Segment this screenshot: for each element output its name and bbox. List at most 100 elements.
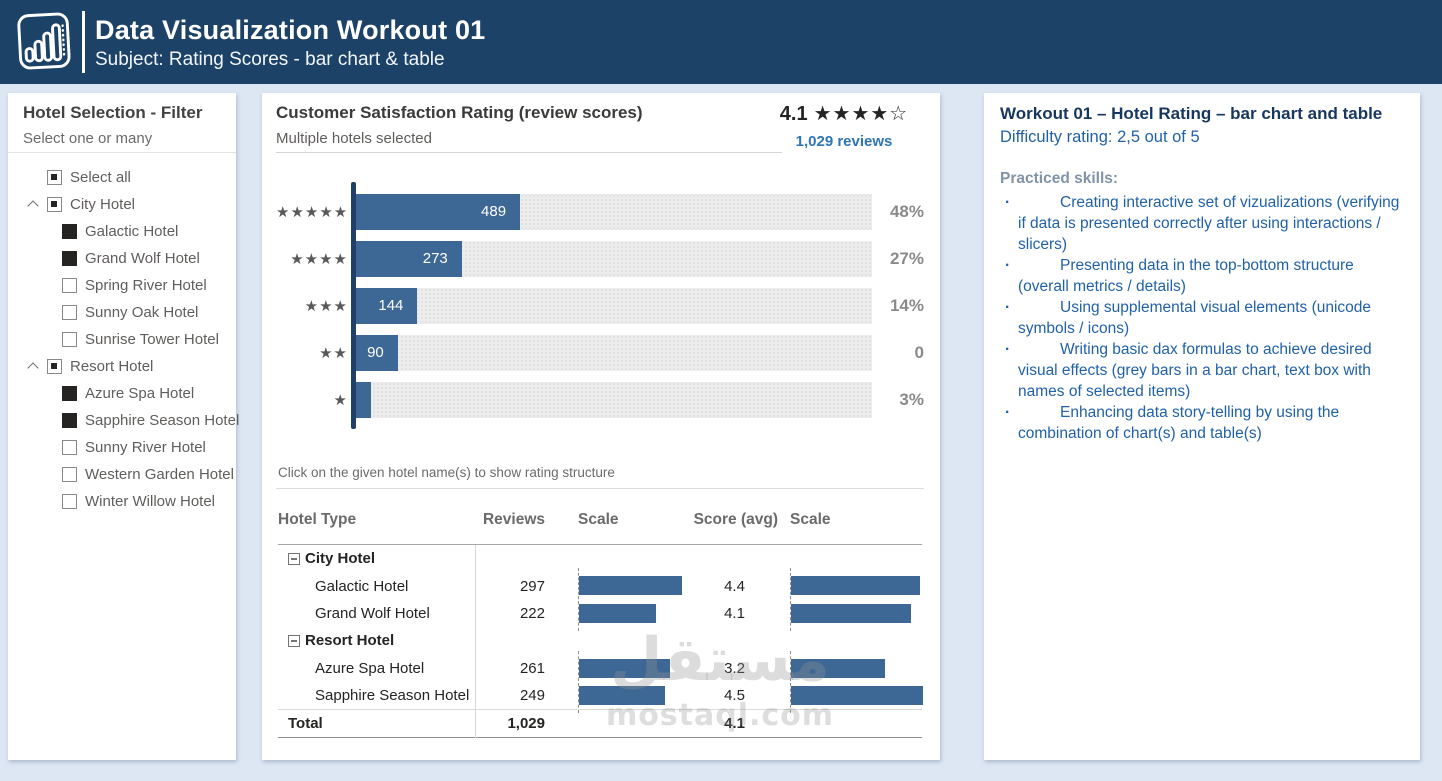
score-scale-cell bbox=[790, 650, 922, 687]
divider bbox=[276, 488, 924, 489]
chart-bar[interactable] bbox=[356, 381, 372, 418]
filter-item-label: Sunny Oak Hotel bbox=[85, 304, 199, 321]
chart-bar[interactable]: 144 bbox=[356, 287, 418, 324]
chart-bar[interactable]: 90 bbox=[356, 334, 398, 371]
checkbox[interactable] bbox=[62, 251, 77, 266]
filter-item[interactable]: Western Garden Hotel bbox=[8, 461, 236, 488]
reviews-scale-bar[interactable] bbox=[579, 603, 656, 623]
chart-bar[interactable]: 273 bbox=[356, 240, 462, 277]
reviews-scale-cell bbox=[578, 710, 681, 736]
hotel-name-cell[interactable]: Galactic Hotel bbox=[278, 578, 475, 595]
score-scale-bar[interactable] bbox=[791, 576, 921, 596]
filter-item[interactable]: Sunny River Hotel bbox=[8, 434, 236, 461]
skill-text: Writing basic dax formulas to achieve de… bbox=[1018, 341, 1372, 400]
reviews-scale-bar[interactable] bbox=[579, 658, 670, 678]
rating-value: 4.1 bbox=[779, 103, 808, 125]
filter-item[interactable]: Sapphire Season Hotel bbox=[8, 407, 240, 434]
checkbox[interactable] bbox=[62, 440, 77, 455]
checkbox[interactable] bbox=[47, 359, 62, 374]
checkbox[interactable] bbox=[62, 332, 77, 347]
filter-item[interactable]: Select all bbox=[8, 164, 236, 191]
filter-item[interactable]: Winter Willow Hotel bbox=[8, 488, 236, 515]
column-header-reviews[interactable]: Reviews bbox=[482, 510, 545, 528]
chevron-up-icon[interactable] bbox=[27, 199, 39, 211]
filter-item[interactable]: Sunrise Tower Hotel bbox=[8, 326, 236, 353]
filter-item[interactable]: Galactic Hotel bbox=[8, 218, 236, 245]
chart-bar[interactable]: 489 bbox=[356, 193, 521, 230]
checkbox[interactable] bbox=[47, 197, 62, 212]
bar-chart-logo-icon bbox=[12, 9, 76, 75]
checkbox[interactable] bbox=[62, 305, 77, 320]
reviews-value: 249 bbox=[519, 687, 545, 705]
hotel-name-label: Sapphire Season Hotel bbox=[315, 687, 470, 705]
checkbox[interactable] bbox=[47, 170, 62, 185]
chart-axis-line bbox=[351, 182, 356, 429]
chart-bar-value: 144 bbox=[378, 297, 404, 314]
skill-item: Using supplemental visual elements (unic… bbox=[1000, 297, 1400, 339]
hotel-name-cell[interactable]: Resort Hotel bbox=[278, 632, 475, 649]
chart-track: 144 bbox=[356, 287, 872, 324]
chart-category-label: ★★★★★ bbox=[276, 203, 349, 221]
checkbox[interactable] bbox=[62, 278, 77, 293]
filter-item[interactable]: Grand Wolf Hotel bbox=[8, 245, 236, 272]
filter-item[interactable]: Sunny Oak Hotel bbox=[8, 299, 236, 326]
chart-row: ★ 3% bbox=[276, 376, 924, 423]
column-header-score-avg[interactable]: Score (avg) bbox=[693, 510, 778, 528]
collapse-minus-icon[interactable] bbox=[288, 552, 300, 565]
chart-panel: Customer Satisfaction Rating (review sco… bbox=[262, 93, 940, 760]
score-value: 3.2 bbox=[724, 659, 745, 677]
checkbox[interactable] bbox=[62, 386, 77, 401]
filter-item-label: Sapphire Season Hotel bbox=[85, 412, 240, 429]
column-header-scale-2[interactable]: Scale bbox=[790, 510, 831, 528]
header-banner: Data Visualization Workout 01 Subject: R… bbox=[0, 0, 1442, 84]
checkbox[interactable] bbox=[62, 413, 77, 428]
hotel-name-cell[interactable]: Sapphire Season Hotel bbox=[278, 687, 475, 704]
filter-item-label: Sunny River Hotel bbox=[85, 439, 206, 456]
hotel-name-cell[interactable]: Grand Wolf Hotel bbox=[278, 605, 475, 622]
filter-item[interactable]: Resort Hotel bbox=[8, 353, 236, 380]
rating-stars-icon: ★★★★☆ bbox=[813, 103, 909, 125]
chart-row: ★★★★ 273 27% bbox=[276, 235, 924, 282]
table-hint: Click on the given hotel name(s) to show… bbox=[278, 465, 615, 480]
table-header-row: Hotel Type Reviews Scale Score (avg) Sca… bbox=[278, 495, 922, 545]
filter-item[interactable]: Spring River Hotel bbox=[8, 272, 236, 299]
info-panel: Workout 01 – Hotel Rating – bar chart an… bbox=[984, 93, 1420, 760]
reviews-value: 261 bbox=[519, 659, 545, 677]
filter-item-label: Sunrise Tower Hotel bbox=[85, 331, 219, 348]
filter-item[interactable]: City Hotel bbox=[8, 191, 236, 218]
checkbox[interactable] bbox=[62, 467, 77, 482]
score-scale-bar[interactable] bbox=[791, 603, 912, 623]
chevron-up-icon[interactable] bbox=[27, 361, 39, 373]
checkbox[interactable] bbox=[62, 494, 77, 509]
score-scale-cell bbox=[790, 677, 923, 714]
column-header-scale-1[interactable]: Scale bbox=[578, 510, 619, 528]
reviews-scale-cell bbox=[578, 650, 681, 687]
filter-item[interactable]: Azure Spa Hotel bbox=[8, 380, 236, 407]
score-scale-bar[interactable] bbox=[791, 658, 885, 678]
score-value: 4.1 bbox=[724, 604, 745, 622]
filter-subtitle: Select one or many bbox=[23, 130, 153, 147]
hotel-name-cell[interactable]: City Hotel bbox=[278, 550, 475, 567]
filter-item-label: Spring River Hotel bbox=[85, 277, 207, 294]
reviews-scale-cell bbox=[578, 595, 681, 632]
column-header-hotel-type[interactable]: Hotel Type bbox=[278, 510, 357, 528]
reviews-value: 222 bbox=[519, 604, 545, 622]
page-title: Data Visualization Workout 01 bbox=[95, 14, 486, 45]
hotel-name-cell[interactable]: Azure Spa Hotel bbox=[278, 660, 475, 677]
reviews-scale-bar[interactable] bbox=[579, 576, 682, 596]
score-scale-cell bbox=[790, 568, 922, 605]
collapse-minus-icon[interactable] bbox=[288, 634, 300, 647]
reviews-scale-cell bbox=[578, 627, 681, 654]
rating-bar-chart: ★★★★★ 489 48% ★★★★ 273 27% ★★★ 144 14% ★… bbox=[276, 182, 924, 429]
reviews-scale-bar[interactable] bbox=[579, 685, 666, 705]
score-scale-bar[interactable] bbox=[791, 685, 923, 705]
hotel-rating-table: Hotel Type Reviews Scale Score (avg) Sca… bbox=[278, 495, 923, 738]
skills-heading: Practiced skills: bbox=[1000, 170, 1119, 187]
reviews-value: 1,029 bbox=[507, 715, 545, 733]
page-subtitle: Subject: Rating Scores - bar chart & tab… bbox=[95, 48, 445, 70]
score-scale-cell bbox=[790, 545, 922, 572]
checkbox[interactable] bbox=[62, 224, 77, 239]
chart-row: ★★★ 144 14% bbox=[276, 282, 924, 329]
chart-title: Customer Satisfaction Rating (review sco… bbox=[276, 103, 643, 122]
chart-row: ★★★★★ 489 48% bbox=[276, 188, 924, 235]
